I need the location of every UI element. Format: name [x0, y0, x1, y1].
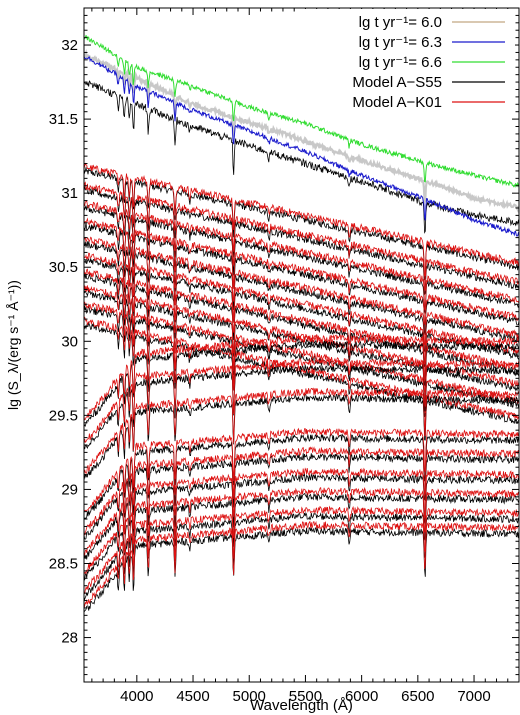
model-spectrum-28: [84, 453, 519, 540]
x-tick-label-4: 6000: [345, 688, 378, 705]
model-spectrum-hot-16: [84, 305, 519, 418]
legend-label-4: Model A−K01: [352, 94, 442, 111]
model-spectrum-hot-12: [84, 272, 519, 381]
x-tick-label-0: 4000: [120, 688, 153, 705]
model-spectrum-34: [84, 511, 519, 601]
x-tick-label-2: 5000: [233, 688, 266, 705]
model-spectrum-24: [84, 393, 519, 481]
model-spectrum-36: [84, 526, 519, 613]
y-tick-label-2: 29: [61, 481, 78, 498]
model-spectrum-hot-18: [84, 321, 519, 435]
series-age-6-3: [84, 56, 519, 237]
y-tick-label-6: 31: [61, 185, 78, 202]
model-spectrum-hot-8: [84, 241, 519, 353]
y-tick-label-0: 28: [61, 630, 78, 647]
x-tick-label-6: 7000: [457, 688, 490, 705]
y-axis-label: lg (S_λ/(erg s⁻¹ Å⁻¹)): [5, 280, 21, 410]
model-spectrum-35: [84, 505, 519, 594]
model-spectrum-26: [84, 433, 519, 520]
y-axis: 28 28.5 29 29.5 30 30.5 31 31.5 32: [49, 14, 519, 676]
model-spectrum-31: [84, 467, 519, 557]
x-tick-label-3: 5500: [289, 688, 322, 705]
model-spectrum-hot-17: [84, 301, 519, 413]
model-spectrum-hot-13: [84, 268, 519, 381]
y-tick-label-3: 29.5: [49, 407, 78, 424]
series-age-6-6: [84, 34, 519, 188]
plot-frame: [83, 7, 520, 683]
model-spectrum-27: [84, 427, 519, 513]
y-tick-label-5: 30.5: [49, 259, 78, 276]
y-tick-label-4: 30: [61, 333, 78, 350]
model-spectrum-32: [84, 492, 519, 581]
model-spectrum-25: [84, 387, 519, 476]
model-spectrum-hot-11: [84, 252, 519, 365]
model-spectrum-33: [84, 486, 519, 575]
model-spectrum-22: [84, 363, 519, 450]
model-spectrum-30: [84, 472, 519, 561]
model-spectrum-hot-9: [84, 236, 519, 346]
legend-label-2: lg t yr⁻¹= 6.6: [359, 54, 442, 71]
legend-background: [300, 9, 515, 113]
model-spectrum-hot-7: [84, 217, 519, 326]
y-tick-label-8: 32: [61, 37, 78, 54]
model-spectrum-hot-6: [84, 222, 519, 335]
model-spectrum-29: [84, 446, 519, 536]
x-tick-label-5: 6500: [401, 688, 434, 705]
x-axis-label: Wavelength (Å): [250, 697, 353, 714]
model-spectrum-21: [84, 333, 519, 421]
model-spectrum-hot-5: [84, 199, 519, 311]
model-spectrum-hot-3: [84, 181, 519, 292]
model-spectrum-23: [84, 357, 519, 445]
series-model-a-s55: [84, 80, 519, 234]
x-tick-label-1: 4500: [176, 688, 209, 705]
legend-label-1: lg t yr⁻¹= 6.3: [359, 34, 442, 51]
spectra-curves: [84, 34, 519, 613]
legend-label-3: Model A−S55: [352, 74, 442, 91]
model-spectrum-20: [84, 340, 519, 427]
series-age-6-0: [84, 48, 519, 214]
x-axis: 4000 4500 5000 5500 6000 6500 7000: [91, 8, 520, 705]
y-tick-label-1: 28.5: [49, 555, 78, 572]
legend: lg t yr⁻¹= 6.0 lg t yr⁻¹= 6.3 lg t yr⁻¹= 6…: [300, 9, 515, 113]
model-spectrum-37: [84, 520, 519, 610]
y-tick-label-7: 31.5: [49, 111, 78, 128]
model-spectrum-hot-1: [84, 162, 519, 277]
legend-label-0: lg t yr⁻¹= 6.0: [359, 14, 442, 31]
